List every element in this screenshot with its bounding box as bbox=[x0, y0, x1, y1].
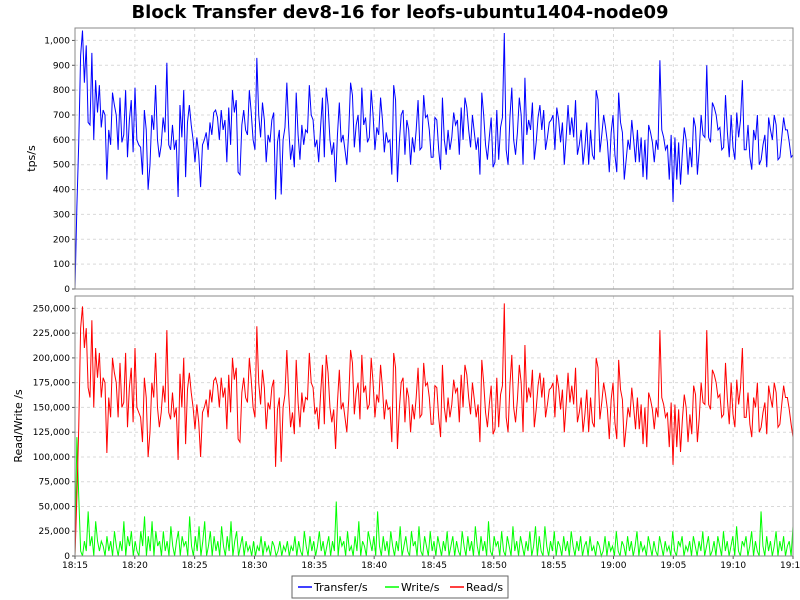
x-tick-label: 18:50 bbox=[481, 561, 507, 571]
y-tick-label: 700 bbox=[53, 111, 70, 121]
y-axis-title: Read/Write /s bbox=[12, 389, 25, 463]
y-tick-label: 250,000 bbox=[33, 304, 70, 314]
x-tick-label: 19:00 bbox=[601, 561, 627, 571]
x-tick-label: 18:15 bbox=[62, 561, 88, 571]
y-tick-label: 50,000 bbox=[39, 502, 71, 512]
legend-label: Read/s bbox=[466, 581, 503, 594]
y-tick-label: 125,000 bbox=[33, 428, 70, 438]
x-tick-label: 18:40 bbox=[361, 561, 387, 571]
x-tick-label: 18:25 bbox=[182, 561, 208, 571]
y-tick-label: 100,000 bbox=[33, 453, 70, 463]
y-tick-label: 225,000 bbox=[33, 329, 70, 339]
legend-box bbox=[291, 575, 509, 599]
x-tick-label: 18:20 bbox=[122, 561, 148, 571]
x-tick-label: 18:30 bbox=[242, 561, 268, 571]
x-tick-label: 18:55 bbox=[541, 561, 567, 571]
legend: Transfer/s Write/s Read/s bbox=[291, 575, 509, 599]
x-tick-label: 18:35 bbox=[301, 561, 327, 571]
x-tick-label: 19:15 bbox=[780, 561, 800, 571]
y-tick-label: 1,000 bbox=[44, 36, 70, 46]
y-tick-label: 400 bbox=[53, 186, 70, 196]
y-tick-label: 900 bbox=[53, 61, 70, 71]
plot-frame-1 bbox=[74, 27, 794, 290]
y-tick-label: 175,000 bbox=[33, 379, 70, 389]
x-tick-label: 19:10 bbox=[720, 561, 746, 571]
x-tick-label: 18:45 bbox=[421, 561, 447, 571]
y-tick-label: 200 bbox=[53, 235, 70, 245]
y-tick-label: 150,000 bbox=[33, 403, 70, 413]
y-tick-label: 600 bbox=[53, 136, 70, 146]
series-line-writes bbox=[74, 437, 794, 558]
legend-label: Write/s bbox=[401, 581, 440, 594]
y-tick-label: 500 bbox=[53, 161, 70, 171]
y-tick-label: 300 bbox=[53, 210, 70, 220]
series-line-transfers bbox=[74, 30, 794, 290]
y-tick-label: 75,000 bbox=[39, 478, 71, 488]
plot-area-1 bbox=[74, 27, 794, 290]
y-tick-label: 0 bbox=[64, 285, 70, 295]
x-tick-label: 19:05 bbox=[660, 561, 686, 571]
chart-title: Block Transfer dev8-16 for leofs-ubuntu1… bbox=[131, 2, 669, 23]
y-tick-label: 100 bbox=[53, 260, 70, 270]
legend-label: Transfer/s bbox=[313, 581, 368, 594]
y-tick-label: 25,000 bbox=[39, 527, 71, 537]
y-tick-label: 0 bbox=[64, 552, 70, 562]
y-axis-title: tps/s bbox=[25, 145, 38, 172]
series-line-reads bbox=[74, 303, 794, 557]
y-tick-label: 800 bbox=[53, 86, 70, 96]
y-tick-label: 200,000 bbox=[33, 354, 70, 364]
